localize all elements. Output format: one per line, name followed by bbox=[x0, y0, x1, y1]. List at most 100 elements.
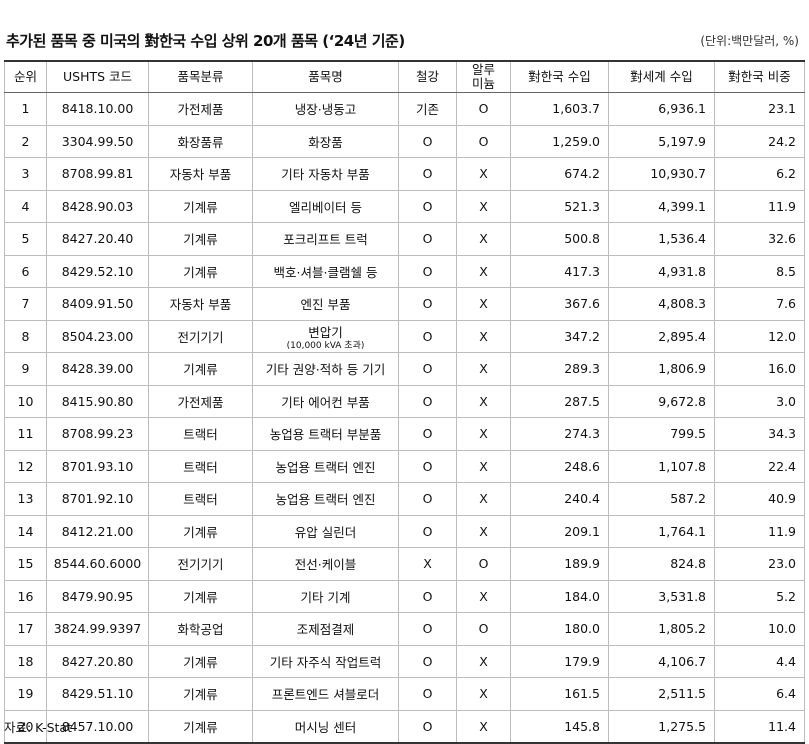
cell-rank: 9 bbox=[4, 352, 47, 386]
cell-kr-share-text: 23.0 bbox=[768, 556, 796, 572]
cell-world-import-text: 824.8 bbox=[670, 556, 706, 572]
cell-world-import: 4,931.8 bbox=[608, 254, 715, 288]
cell-category-text: 가전제품 bbox=[177, 394, 224, 410]
cell-steel-text: O bbox=[422, 523, 433, 539]
cell-steel-text: O bbox=[422, 231, 433, 247]
cell-code-text: 8504.23.00 bbox=[61, 328, 134, 344]
cell-kr-share-text: 22.4 bbox=[768, 458, 796, 474]
cell-kr-import-text: 367.6 bbox=[564, 296, 600, 312]
cell-code-text: 8428.90.03 bbox=[61, 198, 134, 214]
table-row: 4 8428.90.03 기계류 엘리베이터 등 O X 521.3 4,399.1 11.9 bbox=[4, 189, 805, 223]
cell-world-import: 4,399.1 bbox=[608, 189, 715, 223]
cell-category-text: 전기기기 bbox=[177, 557, 224, 573]
cell-steel: O bbox=[398, 124, 457, 158]
cell-item-text: 엘리베이터 등 bbox=[289, 199, 362, 215]
cell-steel-text: O bbox=[422, 393, 433, 409]
cell-rank: 7 bbox=[4, 287, 47, 321]
cell-aluminum-text: X bbox=[479, 361, 488, 377]
cell-rank-text: 20 bbox=[17, 718, 34, 734]
cell-code-text: 8701.92.10 bbox=[61, 491, 134, 507]
cell-category-text: 기계류 bbox=[183, 719, 218, 735]
cell-kr-share: 23.0 bbox=[714, 547, 805, 581]
cell-code-text: 3304.99.50 bbox=[61, 133, 134, 149]
cell-kr-import: 161.5 bbox=[510, 677, 609, 711]
cell-item: 기타 에어컨 부품 bbox=[252, 384, 399, 418]
cell-steel: O bbox=[398, 222, 457, 256]
cell-steel-text: O bbox=[422, 588, 433, 604]
table-row: 12 8701.93.10 트랙터 농업용 트랙터 엔진 O X 248.6 1,107.8 2… bbox=[4, 449, 805, 483]
cell-kr-share-text: 10.0 bbox=[768, 621, 796, 637]
cell-category: 트랙터 bbox=[148, 482, 253, 516]
cell-rank: 16 bbox=[4, 579, 47, 613]
cell-steel: 기존 bbox=[398, 92, 457, 126]
cell-category-text: 자동차 부품 bbox=[169, 167, 232, 183]
cell-kr-import: 1,259.0 bbox=[510, 124, 609, 158]
cell-steel: O bbox=[398, 449, 457, 483]
cell-kr-import-text: 521.3 bbox=[564, 198, 600, 214]
cell-aluminum-text: O bbox=[478, 101, 489, 117]
cell-rank-text: 12 bbox=[17, 458, 34, 474]
cell-rank-text: 9 bbox=[21, 361, 30, 377]
cell-item-text: 기타 기계 bbox=[300, 589, 351, 605]
cell-aluminum-text: X bbox=[479, 328, 488, 344]
table-row: 18 8427.20.80 기계류 기타 자주식 작업트럭 O X 179.9 4,106.7… bbox=[4, 644, 805, 678]
cell-aluminum-text: X bbox=[479, 231, 488, 247]
cell-category: 전기기기 bbox=[148, 547, 253, 581]
cell-item-text: 기타 권양·적하 등 기기 bbox=[265, 362, 386, 378]
cell-kr-share-text: 24.2 bbox=[768, 133, 796, 149]
cell-category-text: 트랙터 bbox=[183, 427, 218, 443]
cell-steel: O bbox=[398, 482, 457, 516]
cell-item-text: 냉장·냉동고 bbox=[294, 102, 357, 118]
cell-code-text: 8427.20.80 bbox=[61, 653, 134, 669]
cell-rank-text: 19 bbox=[17, 686, 34, 702]
cell-kr-import-text: 179.9 bbox=[564, 653, 600, 669]
col-header-world-import: 對세계 수입 bbox=[608, 60, 715, 93]
table-row: 16 8479.90.95 기계류 기타 기계 O X 184.0 3,531.8 5.2 bbox=[4, 579, 805, 613]
cell-kr-import: 274.3 bbox=[510, 417, 609, 451]
cell-item: 백호·셔블·클램쉘 등 bbox=[252, 254, 399, 288]
cell-rank: 14 bbox=[4, 514, 47, 548]
cell-kr-share: 10.0 bbox=[714, 612, 805, 646]
cell-aluminum: O bbox=[456, 612, 511, 646]
cell-kr-import-text: 184.0 bbox=[564, 588, 600, 604]
cell-code: 8428.39.00 bbox=[46, 352, 149, 386]
cell-steel-text: X bbox=[423, 556, 432, 572]
cell-aluminum: X bbox=[456, 677, 511, 711]
cell-aluminum-text: X bbox=[479, 491, 488, 507]
col-header-kr-share: 對한국 비중 bbox=[714, 60, 805, 93]
col-header-code: USHTS 코드 bbox=[46, 60, 149, 93]
cell-world-import-text: 1,764.1 bbox=[658, 523, 706, 539]
cell-world-import: 4,106.7 bbox=[608, 644, 715, 678]
cell-rank-text: 3 bbox=[21, 166, 30, 182]
cell-kr-share-text: 32.6 bbox=[768, 231, 796, 247]
cell-kr-share: 34.3 bbox=[714, 417, 805, 451]
cell-category: 화장품류 bbox=[148, 124, 253, 158]
cell-category: 기계류 bbox=[148, 644, 253, 678]
cell-kr-share-text: 6.2 bbox=[776, 166, 796, 182]
table-row: 6 8429.52.10 기계류 백호·셔블·클램쉘 등 O X 417.3 4,931.8 8… bbox=[4, 254, 805, 288]
cell-steel: O bbox=[398, 514, 457, 548]
cell-steel-text: O bbox=[422, 426, 433, 442]
cell-category-text: 자동차 부품 bbox=[169, 297, 232, 313]
cell-aluminum-text: O bbox=[478, 556, 489, 572]
cell-steel-text: O bbox=[422, 653, 433, 669]
cell-world-import-text: 4,399.1 bbox=[658, 198, 706, 214]
cell-category: 기계류 bbox=[148, 222, 253, 256]
cell-rank: 12 bbox=[4, 449, 47, 483]
cell-aluminum-text: X bbox=[479, 198, 488, 214]
cell-steel: O bbox=[398, 579, 457, 613]
cell-kr-share-text: 3.0 bbox=[776, 393, 796, 409]
cell-steel-text: O bbox=[422, 361, 433, 377]
cell-steel: O bbox=[398, 352, 457, 386]
cell-code: 3824.99.9397 bbox=[46, 612, 149, 646]
cell-aluminum-text: X bbox=[479, 166, 488, 182]
cell-code: 8701.93.10 bbox=[46, 449, 149, 483]
cell-kr-share-text: 11.9 bbox=[768, 523, 796, 539]
cell-category-text: 전기기기 bbox=[177, 329, 224, 345]
cell-rank: 1 bbox=[4, 92, 47, 126]
cell-code-text: 8428.39.00 bbox=[61, 361, 134, 377]
cell-steel: O bbox=[398, 319, 457, 353]
cell-rank-text: 15 bbox=[17, 556, 34, 572]
cell-world-import-text: 1,107.8 bbox=[658, 458, 706, 474]
cell-aluminum-text: X bbox=[479, 686, 488, 702]
